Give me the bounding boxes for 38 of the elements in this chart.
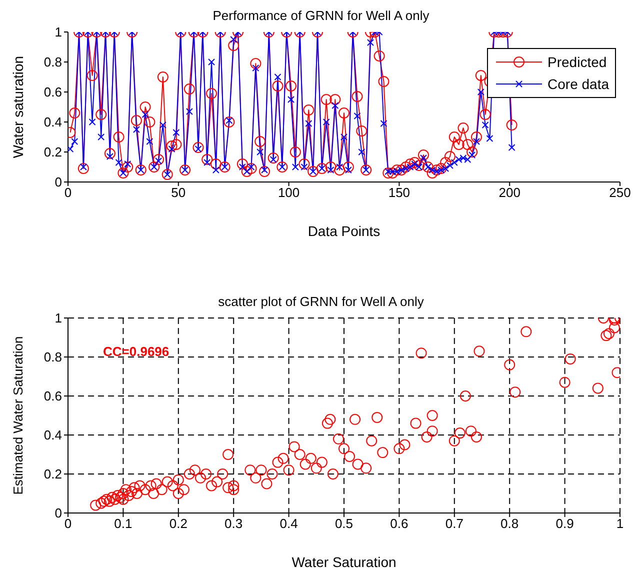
y-tick-label: 0.2 xyxy=(44,466,62,482)
legend-label: Predicted xyxy=(548,54,607,70)
x-tick-label: 0.1 xyxy=(114,516,132,532)
x-axis-title: Data Points xyxy=(308,223,380,239)
x-tick-label: 0 xyxy=(64,516,72,532)
x-tick-label: 0.3 xyxy=(224,516,243,532)
x-tick-label: 0.2 xyxy=(169,516,188,532)
chart-title: scatter plot of GRNN for Well A only xyxy=(217,294,425,310)
y-tick-label: 0.2 xyxy=(44,144,62,160)
y-tick-label: 0.4 xyxy=(44,428,62,443)
x-tick-label: 0.4 xyxy=(280,516,298,532)
y-tick-label: 0 xyxy=(54,174,62,190)
y-tick-label: 0.6 xyxy=(44,388,62,404)
x-tick-label: 0.8 xyxy=(500,516,519,532)
y-tick-label: 0.4 xyxy=(44,114,62,130)
legend-label: Core data xyxy=(548,76,609,92)
x-tick-label: 0.6 xyxy=(390,516,408,532)
x-tick-label: 0 xyxy=(64,185,72,200)
x-tick-label: 0.9 xyxy=(556,516,574,532)
x-tick-label: 0.5 xyxy=(334,516,354,532)
y-axis-title: Estimated Water Saturation xyxy=(10,336,26,495)
x-tick-label: 150 xyxy=(388,185,410,200)
y-tick-label: 1 xyxy=(54,310,62,326)
y-axis-title: Water saturation xyxy=(10,56,26,158)
annotation: CC=0.9696 xyxy=(103,344,170,359)
y-tick-label: 0.6 xyxy=(44,84,62,100)
y-tick-label: 0.8 xyxy=(44,54,62,70)
y-tick-label: 0.8 xyxy=(44,350,62,365)
x-tick-label: 200 xyxy=(498,185,520,200)
x-tick-label: 50 xyxy=(171,185,186,200)
x-tick-label: 100 xyxy=(278,185,300,200)
y-tick-label: 0 xyxy=(54,506,62,521)
x-tick-label: 0.7 xyxy=(445,516,464,532)
y-tick-label: 1 xyxy=(54,24,62,40)
chart-title: Performance of GRNN for Well A only xyxy=(212,8,430,24)
x-tick-label: 1 xyxy=(616,516,624,532)
x-tick-label: 250 xyxy=(609,185,631,200)
x-axis-title: Water Saturation xyxy=(292,554,396,570)
